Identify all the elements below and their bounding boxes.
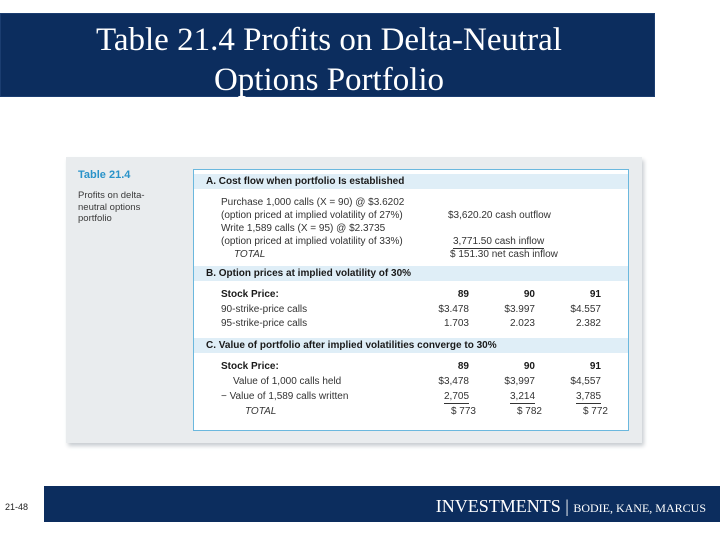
table-label: Table 21.4	[78, 169, 131, 181]
section-b-row-1-label: 90-strike-price calls	[221, 304, 308, 315]
slide-title: Table 21.4 Profits on Delta-Neutral Opti…	[29, 20, 629, 100]
section-b-row-2-91: 2.382	[575, 318, 601, 329]
footer-bar: INVESTMENTS | BODIE, KANE, MARCUS	[44, 486, 720, 522]
section-c-stock-price-label: Stock Price:	[221, 361, 279, 372]
section-c-total-label: TOTAL	[245, 406, 277, 417]
section-c-total-89: $ 773	[450, 406, 476, 417]
section-c-total-91: $ 772	[582, 406, 608, 417]
page-number: 21-48	[5, 502, 29, 512]
section-b-header: B. Option prices at implied volatility o…	[206, 268, 412, 279]
section-a-total-value: $ 151.30 net cash inflow	[450, 249, 558, 260]
slide-title-line-2: Options Portfolio	[213, 62, 445, 98]
section-a-row-1-desc: Purchase 1,000 calls (X = 90) @ $3.6202	[221, 197, 405, 208]
section-a-row-2-value: $3,620.20 cash outflow	[448, 210, 551, 221]
section-b-row-2-90: 2.023	[509, 318, 535, 329]
section-a-total-label: TOTAL	[234, 249, 266, 260]
section-b-row-2-89: 1.703	[443, 318, 469, 329]
section-c-price-91: 91	[589, 361, 601, 372]
section-b-price-90: 90	[523, 289, 535, 300]
section-c-row-1-89: $3,478	[438, 376, 469, 387]
section-c-price-89: 89	[457, 361, 469, 372]
section-b-price-89: 89	[457, 289, 469, 300]
section-a-row-4-value: 3,771.50 cash inflow	[453, 236, 545, 249]
section-b-stock-price-label: Stock Price:	[221, 289, 279, 300]
section-c-row-1-91: $4,557	[570, 376, 601, 387]
footer-brand-text: INVESTMENTS |	[435, 496, 574, 516]
section-c-band	[194, 338, 628, 353]
section-b-band	[194, 266, 628, 281]
section-a-row-3-desc: Write 1,589 calls (X = 95) @ $2.3735	[221, 223, 386, 234]
section-b-row-1-91: $4.557	[570, 304, 601, 315]
section-c-row-2-91: 3,785	[576, 391, 602, 404]
section-c-row-2-89: 2,705	[444, 391, 470, 404]
section-c-total-90: $ 782	[516, 406, 542, 417]
data-table: A. Cost flow when portfolio Is establish…	[193, 169, 629, 431]
section-b-price-91: 91	[589, 289, 601, 300]
section-b-row-2-label: 95-strike-price calls	[221, 318, 308, 329]
footer-brand: INVESTMENTS | BODIE, KANE, MARCUS	[436, 496, 706, 517]
section-c-row-1-90: $3,997	[504, 376, 535, 387]
table-figure: Table 21.4 Profits on delta- neutral opt…	[66, 157, 642, 443]
slide-title-line-1: Table 21.4 Profits on Delta-Neutral	[96, 22, 562, 58]
title-bar: Table 21.4 Profits on Delta-Neutral Opti…	[0, 13, 655, 100]
footer-authors: BODIE, KANE, MARCUS	[573, 501, 706, 515]
section-c-row-1-label: Value of 1,000 calls held	[233, 376, 342, 387]
table-caption: Profits on delta- neutral options portfo…	[78, 190, 145, 224]
section-a-row-2-desc: (option priced at implied volatility of …	[221, 210, 403, 221]
section-c-row-2-90: 3,214	[510, 391, 536, 404]
section-c-header: C. Value of portfolio after implied vola…	[206, 340, 497, 351]
section-c-price-90: 90	[523, 361, 535, 372]
section-c-row-2-label: − Value of 1,589 calls written	[221, 391, 349, 402]
section-a-header: A. Cost flow when portfolio Is establish…	[206, 176, 405, 187]
section-a-band	[194, 174, 628, 189]
section-b-row-1-90: $3.997	[504, 304, 535, 315]
section-b-row-1-89: $3.478	[438, 304, 469, 315]
section-a-row-4-desc: (option priced at implied volatility of …	[221, 236, 403, 247]
